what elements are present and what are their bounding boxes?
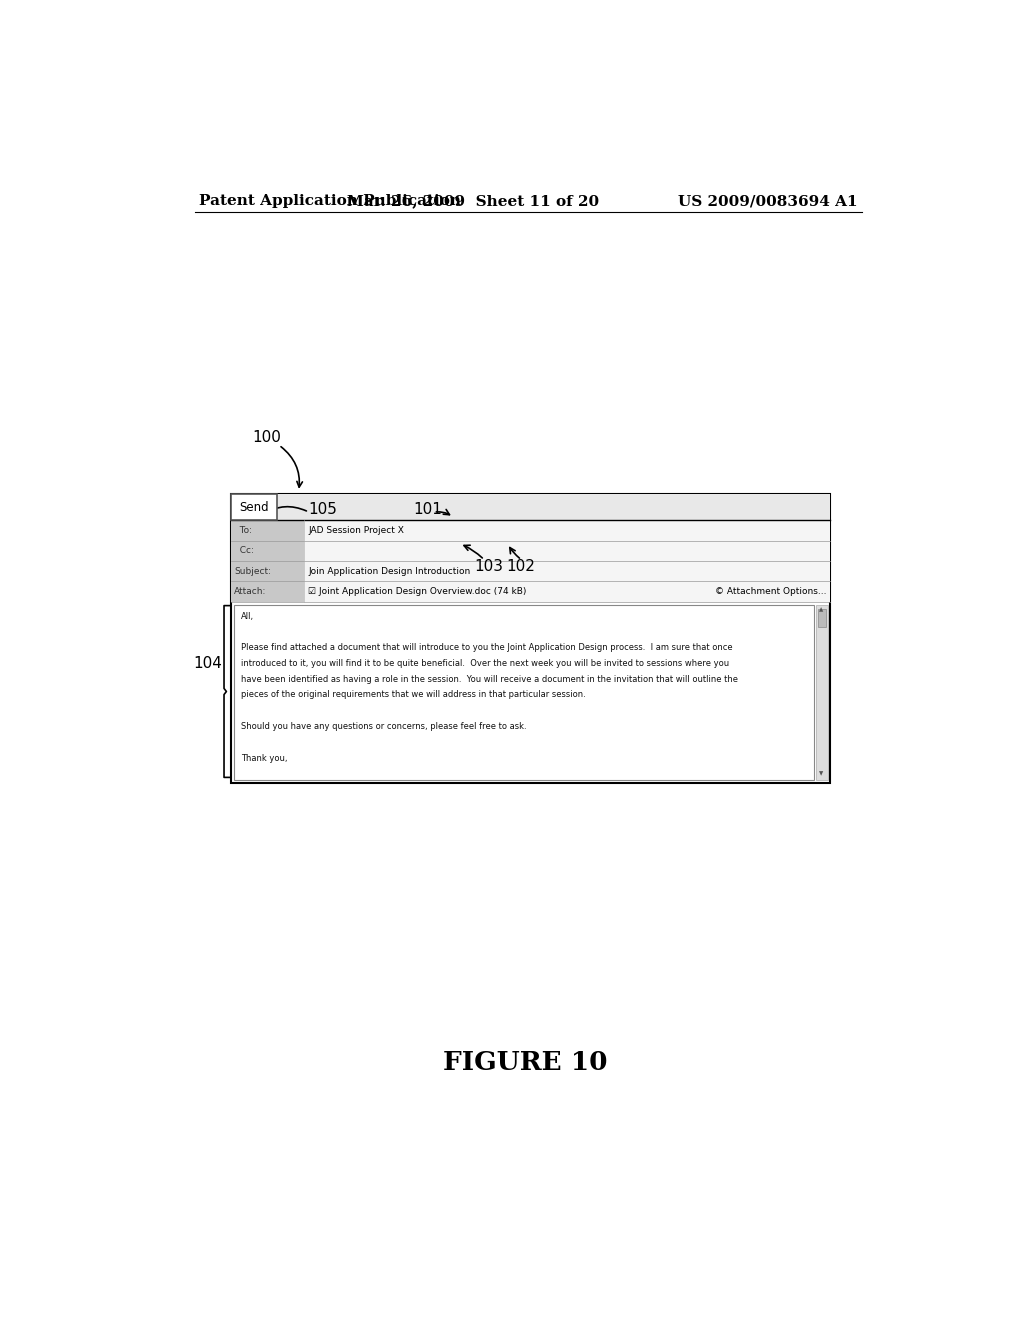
- Text: 101: 101: [414, 502, 442, 516]
- Text: US 2009/0083694 A1: US 2009/0083694 A1: [679, 194, 858, 209]
- Text: All,: All,: [241, 611, 254, 620]
- Text: have been identified as having a role in the session.  You will receive a docume: have been identified as having a role in…: [241, 675, 737, 684]
- Text: Attach:: Attach:: [234, 587, 266, 595]
- Bar: [231, 494, 830, 520]
- Text: Mar. 26, 2009  Sheet 11 of 20: Mar. 26, 2009 Sheet 11 of 20: [347, 194, 599, 209]
- Bar: [231, 520, 304, 541]
- Text: ☑ Joint Application Design Overview.doc (74 kB): ☑ Joint Application Design Overview.doc …: [308, 587, 526, 595]
- Text: 104: 104: [193, 656, 222, 671]
- Text: To:: To:: [234, 525, 252, 535]
- Text: pieces of the original requirements that we will address in that particular sess: pieces of the original requirements that…: [241, 690, 586, 700]
- Text: Should you have any questions or concerns, please feel free to ask.: Should you have any questions or concern…: [241, 722, 526, 731]
- Bar: [231, 494, 830, 784]
- Text: ▲: ▲: [819, 607, 823, 612]
- Bar: [231, 541, 304, 561]
- Text: 102: 102: [507, 560, 536, 574]
- Bar: [304, 541, 830, 561]
- Bar: [231, 561, 304, 581]
- Text: ▼: ▼: [819, 771, 823, 776]
- Bar: [231, 494, 278, 520]
- Text: Join Application Design Introduction: Join Application Design Introduction: [308, 566, 470, 576]
- Bar: [231, 541, 830, 561]
- Text: FIGURE 10: FIGURE 10: [442, 1051, 607, 1076]
- Bar: [817, 609, 826, 627]
- Text: Subject:: Subject:: [234, 566, 271, 576]
- Bar: [231, 581, 304, 602]
- Bar: [231, 581, 830, 602]
- Text: introduced to it, you will find it to be quite beneficial.  Over the next week y: introduced to it, you will find it to be…: [241, 659, 729, 668]
- Bar: [231, 561, 830, 581]
- Text: 100: 100: [253, 430, 282, 445]
- Bar: [233, 605, 814, 780]
- Text: Send: Send: [240, 500, 269, 513]
- Bar: [816, 605, 828, 780]
- Text: Please find attached a document that will introduce to you the Joint Application: Please find attached a document that wil…: [241, 643, 732, 652]
- Bar: [231, 520, 830, 541]
- Text: Thank you,: Thank you,: [241, 754, 287, 763]
- Text: © Attachment Options...: © Attachment Options...: [715, 587, 826, 595]
- Text: Cc:: Cc:: [234, 546, 254, 556]
- Bar: [304, 520, 830, 541]
- Text: 103: 103: [474, 560, 504, 574]
- Bar: [304, 581, 830, 602]
- Text: 105: 105: [308, 502, 337, 516]
- Bar: [304, 561, 830, 581]
- Text: Patent Application Publication: Patent Application Publication: [200, 194, 462, 209]
- Text: JAD Session Project X: JAD Session Project X: [308, 525, 404, 535]
